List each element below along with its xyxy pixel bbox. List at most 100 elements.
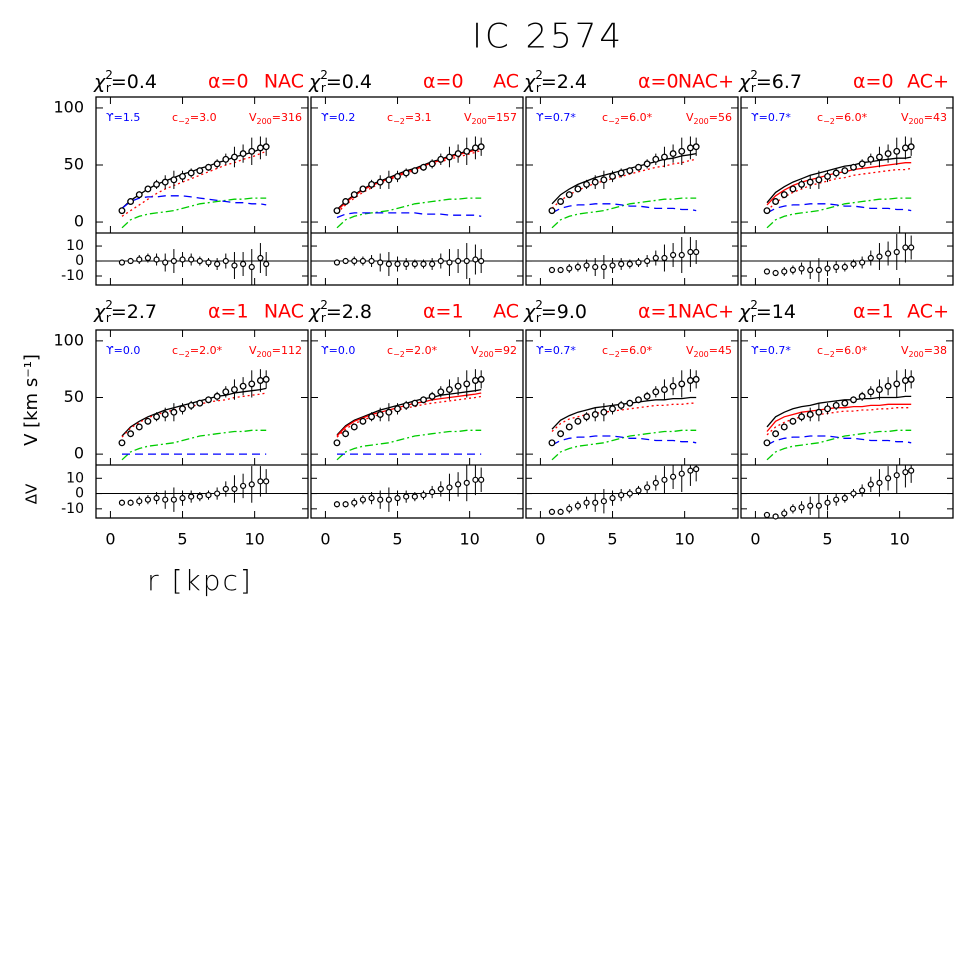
residual-point — [170, 496, 177, 503]
panel-header: χ2 r=2.4 — [523, 68, 587, 95]
model-curve — [766, 167, 912, 212]
residual-point — [463, 479, 470, 486]
x-tick-label: 0 — [750, 530, 760, 549]
observed-point — [196, 399, 204, 407]
observed-point — [256, 144, 264, 152]
residual-point — [902, 469, 909, 476]
panel-header: χ2 r=2.7 — [93, 298, 157, 325]
observed-point — [463, 147, 471, 155]
chi-value: =2.8 — [326, 301, 372, 323]
chi-sup: 2 — [105, 68, 113, 82]
model-curve — [551, 158, 697, 209]
residual-point — [859, 487, 866, 494]
residual-point — [478, 476, 485, 483]
v-value: =112 — [272, 344, 302, 357]
c-symbol: c — [387, 111, 393, 124]
c-label: c−2=6.0* — [602, 111, 653, 126]
observed-point — [222, 155, 230, 163]
observed-point — [230, 153, 238, 161]
observed-point — [789, 185, 797, 193]
y-tick-label: 100 — [53, 330, 84, 349]
observed-point — [437, 155, 445, 163]
upsilon-label: ϒ=0.7* — [751, 344, 791, 357]
residual-point — [429, 488, 436, 496]
panel-alpha: α=1 — [208, 301, 249, 323]
x-tick-label: 0 — [535, 530, 545, 549]
residual-point — [179, 256, 186, 263]
residual-point — [403, 260, 410, 268]
observed-point — [617, 169, 625, 177]
residual-tick-label: -10 — [61, 268, 84, 284]
observed-point — [591, 178, 599, 186]
observed-point — [368, 413, 376, 421]
residual-point — [472, 476, 479, 483]
panel-frame — [525, 96, 739, 286]
c-symbol: c — [817, 344, 823, 357]
c-sub: −2 — [823, 117, 835, 126]
residual-point — [678, 470, 685, 477]
c-sub: −2 — [823, 350, 835, 359]
residual-point — [635, 487, 642, 494]
observed-point — [256, 377, 264, 384]
observed-point — [239, 382, 247, 390]
panel-alpha: α=1 — [638, 301, 679, 323]
residual-point — [609, 262, 616, 269]
observed-point — [179, 172, 186, 180]
residual-point — [342, 501, 349, 508]
residual-point — [763, 511, 771, 519]
observed-point — [815, 176, 823, 184]
observed-point — [385, 176, 393, 184]
upsilon-label: ϒ=0.7* — [536, 344, 576, 357]
c-sub: −2 — [608, 350, 620, 359]
chi-sup: 2 — [750, 298, 758, 312]
residual-axis-label: ΔV — [23, 483, 41, 504]
c-value: =6.0* — [835, 111, 868, 124]
panel-alpha: α=0 — [208, 71, 249, 93]
c-value: =2.0* — [190, 344, 223, 357]
residual-point — [626, 260, 633, 268]
observed-point — [420, 396, 427, 404]
residual-point — [385, 496, 392, 503]
panel-model: AC — [493, 71, 519, 93]
observed-point — [411, 167, 419, 175]
v200-label: V200=316 — [249, 111, 302, 126]
x-tick-label: 0 — [320, 530, 330, 549]
chi-sub: r — [751, 311, 756, 325]
observed-point — [806, 178, 814, 186]
panel-alpha: α=0 — [423, 71, 464, 93]
chi-sub: r — [536, 81, 541, 95]
model-curve — [336, 388, 482, 436]
observed-point — [824, 405, 831, 413]
residual-point — [850, 490, 857, 497]
model-curve — [121, 387, 267, 437]
c-value: =6.0* — [620, 111, 653, 124]
v-sub: 200 — [909, 350, 924, 359]
observed-point — [342, 198, 350, 205]
observed-point — [692, 375, 700, 383]
panel-header: χ2 r=14 — [738, 298, 796, 325]
residual-point — [815, 502, 822, 509]
observed-point — [402, 401, 410, 409]
chi-sup: 2 — [320, 68, 328, 82]
observed-point — [127, 198, 135, 205]
observed-point — [893, 147, 901, 155]
observed-point — [333, 439, 341, 447]
observed-point — [907, 143, 915, 151]
c-symbol: c — [387, 344, 393, 357]
residual-point — [153, 256, 160, 263]
residual-point — [850, 260, 857, 268]
residual-point — [661, 254, 668, 262]
observed-point — [652, 155, 660, 163]
model-curve — [336, 147, 482, 212]
c-sub: −2 — [608, 117, 620, 126]
residual-point — [222, 257, 229, 265]
model-curve — [121, 429, 267, 461]
panel-header: χ2 r=6.7 — [738, 68, 802, 95]
upsilon-label: ϒ=0.2 — [321, 111, 355, 124]
chi-value: =14 — [756, 301, 796, 323]
c-label: c−2=3.0 — [172, 111, 217, 126]
residual-point — [351, 257, 358, 265]
v200-label: V200=38 — [901, 344, 947, 359]
residual-point — [908, 467, 915, 474]
